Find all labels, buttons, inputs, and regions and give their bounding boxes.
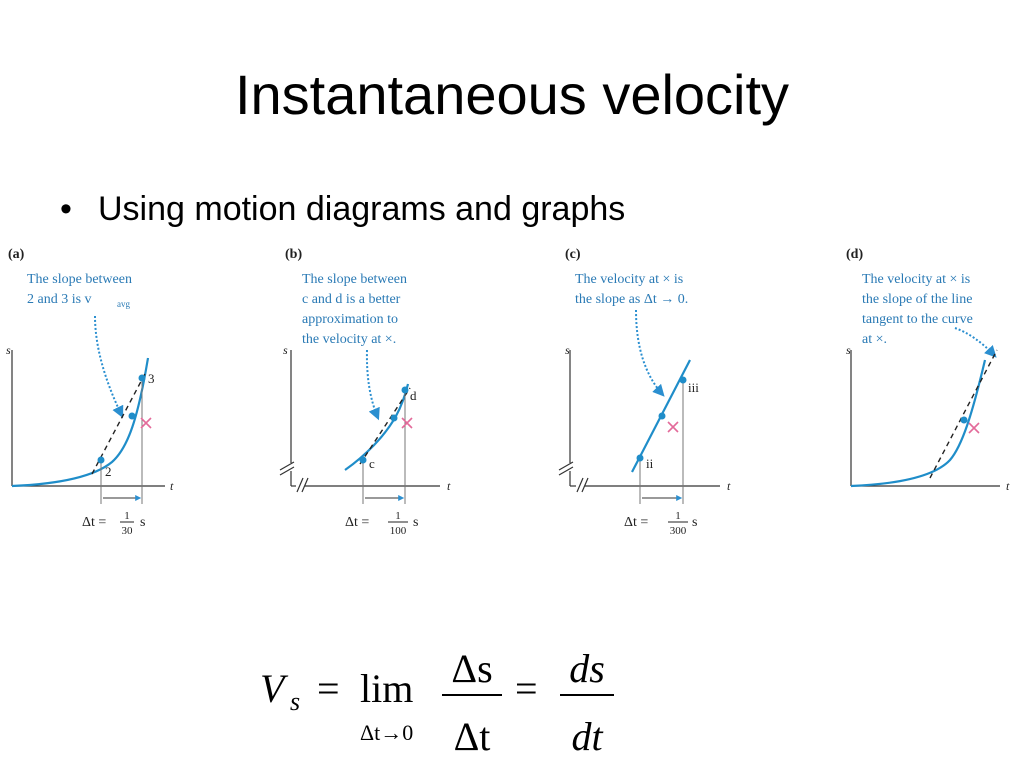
panel-a-point-2 xyxy=(97,456,105,464)
panel-c: (c) The velocity at × is the slope as Δt… xyxy=(558,247,731,537)
panel-b-pointer-arrow xyxy=(365,349,380,421)
formula-svg: V s = lim Δt→0 Δs Δt = ds dt xyxy=(260,646,614,759)
formula-lim-sub: Δt→0 xyxy=(360,720,413,745)
panel-c-cross-icon xyxy=(667,421,679,433)
panel-d-caption-1: The velocity at × is xyxy=(862,272,970,287)
panel-a-cross-icon xyxy=(140,417,152,429)
formula-den2: dt xyxy=(571,714,603,759)
panel-c-label-ii: ii xyxy=(646,456,654,471)
panel-b-x-break-icon xyxy=(296,477,309,493)
panel-b-letter: (b) xyxy=(285,247,302,262)
panel-b-curve xyxy=(344,383,410,471)
panel-c-label-iii: iii xyxy=(688,380,699,395)
panel-d-pointer-arrow xyxy=(954,327,997,358)
panel-c-pointer-arrow xyxy=(635,309,665,397)
bullet-symbol: • xyxy=(60,190,72,228)
panel-c-delta-label: Δt = xyxy=(624,515,648,530)
bullet-item: • Using motion diagrams and graphs xyxy=(60,190,625,229)
panel-c-axis-x: t xyxy=(727,479,731,493)
panel-a-axis-x: t xyxy=(170,479,174,493)
formula-eq1: = xyxy=(317,666,340,711)
panel-a-axis-y: s xyxy=(6,343,11,357)
formula-num1: Δs xyxy=(451,646,492,691)
slide-title: Instantaneous velocity xyxy=(234,63,790,126)
panel-c-x-break-icon xyxy=(576,477,589,493)
panel-d: (d) The velocity at × is the slope of th… xyxy=(846,247,1010,493)
panel-c-caption-1: The velocity at × is xyxy=(575,272,683,287)
panel-a-point-3 xyxy=(138,374,146,382)
panel-c-axis-y: s xyxy=(565,343,570,357)
panel-d-caption-3: tangent to the curve xyxy=(862,312,973,327)
panel-a-delta-label: Δt = xyxy=(82,515,106,530)
formula-v: V xyxy=(260,666,289,711)
formula-den1: Δt xyxy=(454,714,491,759)
panel-c-unit: s xyxy=(692,515,697,530)
panel-b-caption-2: c and d is a better xyxy=(302,292,401,307)
panel-a-curve xyxy=(11,357,150,488)
panel-a-pointer-arrow xyxy=(94,315,124,419)
panel-c-frac-num: 1 xyxy=(675,510,681,522)
formula-num2: ds xyxy=(569,646,605,691)
panel-d-axis-x: t xyxy=(1006,479,1010,493)
panel-a-frac-num: 1 xyxy=(124,510,130,522)
panel-a-label-2: 2 xyxy=(105,464,112,479)
panel-a-point-mid xyxy=(128,412,136,420)
formula-v-sub: s xyxy=(290,687,300,716)
panel-b-cross-icon xyxy=(401,417,413,429)
panel-c-point-mid xyxy=(658,412,666,420)
motion-diagram-figures: (a) The slope between 2 and 3 is v avg s… xyxy=(0,240,1024,550)
panel-b-caption-1: The slope between xyxy=(302,272,407,287)
panel-b-delta-label: Δt = xyxy=(345,515,369,530)
panel-b-axis-y: s xyxy=(283,343,288,357)
panel-a-frac-den: 30 xyxy=(122,525,134,537)
panel-c-y-break-icon xyxy=(558,461,574,476)
panel-b-unit: s xyxy=(413,515,418,530)
panel-a-caption-sub: avg xyxy=(117,299,130,309)
panel-a-letter: (a) xyxy=(8,247,25,262)
panel-a-caption-2: 2 and 3 is v xyxy=(27,292,92,307)
panel-b-axis-x: t xyxy=(447,479,451,493)
panel-d-tangent xyxy=(929,349,998,479)
formula-eq2: = xyxy=(515,666,538,711)
panel-a: (a) The slope between 2 and 3 is v avg s… xyxy=(6,247,174,537)
panel-d-cross-icon xyxy=(968,422,980,434)
panel-d-axis-y: s xyxy=(846,343,851,357)
formula-lim: lim xyxy=(360,666,413,711)
panel-d-caption-4: at ×. xyxy=(862,332,887,347)
panel-c-caption-2: the slope as Δt → 0. xyxy=(575,292,688,307)
panel-b-label-c: c xyxy=(369,456,375,471)
panel-b-label-d: d xyxy=(410,388,417,403)
panel-b-frac-num: 1 xyxy=(395,510,401,522)
panel-c-point-ii xyxy=(636,454,644,462)
panel-b-caption-3: approximation to xyxy=(302,312,398,327)
panel-d-letter: (d) xyxy=(846,247,863,262)
panel-c-point-iii xyxy=(679,376,687,384)
panel-b: (b) The slope between c and d is a bette… xyxy=(279,247,451,537)
panel-b-point-c xyxy=(359,456,367,464)
panel-a-label-3: 3 xyxy=(148,371,155,386)
figures-svg: (a) The slope between 2 and 3 is v avg s… xyxy=(6,247,1010,537)
panel-b-secant xyxy=(359,387,411,465)
panel-b-point-d xyxy=(401,386,409,394)
panel-c-frac-den: 300 xyxy=(670,525,687,537)
panel-d-curve xyxy=(850,359,987,488)
panel-b-point-mid xyxy=(390,414,398,422)
panel-a-unit: s xyxy=(140,515,145,530)
panel-b-y-break-icon xyxy=(279,461,295,476)
panel-d-point-tangent xyxy=(960,416,968,424)
velocity-formula: V s = lim Δt→0 Δs Δt = ds dt xyxy=(250,630,650,760)
panel-b-caption-4: the velocity at ×. xyxy=(302,332,396,347)
panel-b-frac-den: 100 xyxy=(390,525,407,537)
panel-d-caption-2: the slope of the line xyxy=(862,292,972,307)
panel-a-caption-1: The slope between xyxy=(27,272,132,287)
panel-c-letter: (c) xyxy=(565,247,581,262)
bullet-text: Using motion diagrams and graphs xyxy=(98,190,626,228)
